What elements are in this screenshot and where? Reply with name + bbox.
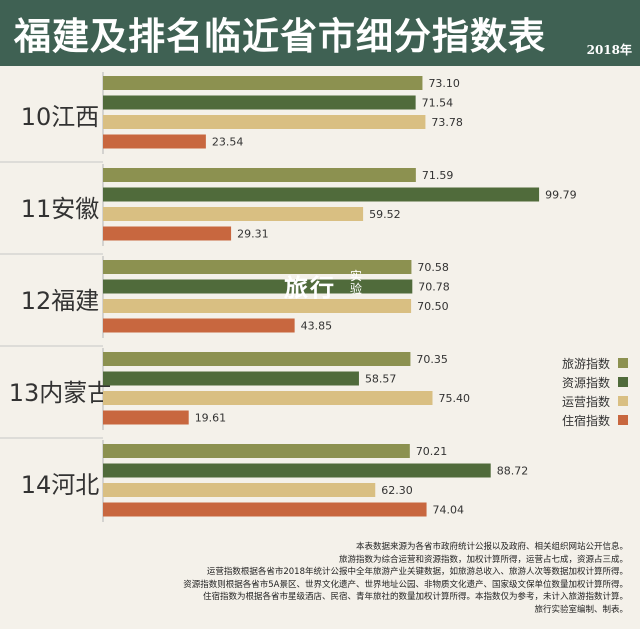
value-label: 73.10 [428,77,460,90]
value-label: 74.04 [433,504,465,517]
watermark-logo: 旅行 实验 [284,268,362,303]
footnote-line: 资源指数则根据各省市5A景区、世界文化遗产、世界地址公园、非物质文化遗产、国家级… [183,579,628,590]
value-label: 88.72 [497,465,529,478]
bar-4 [103,318,295,333]
bar-3 [103,207,364,221]
footnote-line: 本表数据来源为各省市政府统计公报以及政府、相关组织网站公开信息。 [355,542,628,552]
value-label: 29.31 [237,228,269,241]
value-label: 70.35 [416,353,448,366]
value-label: 62.30 [381,484,413,497]
value-label: 58.57 [365,373,397,386]
value-label: 71.54 [422,97,454,110]
title-banner: 福建及排名临近省市细分指数表 2018年 [0,0,640,66]
value-label: 19.61 [195,412,227,425]
value-label: 23.54 [212,136,244,149]
bar-2 [103,463,491,478]
bar-3 [103,391,433,405]
bar-1 [103,168,416,182]
watermark-sub-text: 实验 [350,269,363,296]
footnote-line: 住宿指数为根据各省市星级酒店、民宿、青年旅社的数量加权计算所得。本指数仅为参考，… [202,592,628,602]
value-label: 70.58 [417,261,449,274]
bar-chart: 10江西 73.10 71.54 73.78 23.54 11安徽 71.59 99.79 59… [0,72,628,522]
footnote-line: 旅行实验室编制、制表。 [534,604,628,615]
value-label: 75.40 [438,392,470,405]
category-label: 12福建 [21,287,100,315]
value-label: 73.78 [431,116,463,129]
legend-label: 运营指数 [562,394,610,409]
value-label: 70.21 [416,445,448,458]
watermark-main-text: 旅行 [284,273,336,302]
value-label: 70.78 [418,281,450,294]
bar-1 [103,260,412,274]
year-label: 2018年 [586,43,632,57]
bar-4 [103,502,427,517]
legend-swatch [618,415,628,425]
legend-swatch [618,377,628,387]
value-label: 99.79 [545,189,577,202]
category-label: 13内蒙古 [9,379,112,407]
value-label: 59.52 [369,208,401,221]
bar-4 [103,410,189,425]
bar-2 [103,371,359,386]
bar-3 [103,483,376,497]
bar-2 [103,187,540,202]
bar-4 [103,134,206,149]
value-label: 70.50 [417,300,449,313]
chart-title: 福建及排名临近省市细分指数表 [14,14,546,58]
legend-swatch [618,358,628,368]
legend-label: 资源指数 [562,375,610,390]
bar-1 [103,352,411,366]
footnote-line: 运营指数根据各省市2018年统计公报中全年旅游产业关键数据，如旅游总收入、旅游人… [206,567,628,577]
footnotes: 本表数据来源为各省市政府统计公报以及政府、相关组织网站公开信息。 旅游指数为综合… [88,541,628,616]
legend-swatch [618,396,628,406]
bar-1 [103,444,410,458]
value-label: 43.85 [301,320,333,333]
bar-3 [103,299,412,313]
value-label: 71.59 [422,169,454,182]
category-label: 11安徽 [21,195,100,223]
bar-3 [103,115,426,129]
legend-label: 旅游指数 [562,356,610,371]
category-label: 14河北 [21,471,100,499]
category-label: 10江西 [21,103,100,131]
footnote-line: 旅游指数为综合运营和资源指数，加权计算所得，运营占七成，资源占三成。 [338,554,628,565]
bar-2 [103,279,413,294]
legend-label: 住宿指数 [562,413,610,428]
bar-1 [103,76,423,90]
bar-2 [103,95,416,110]
bar-4 [103,226,232,241]
